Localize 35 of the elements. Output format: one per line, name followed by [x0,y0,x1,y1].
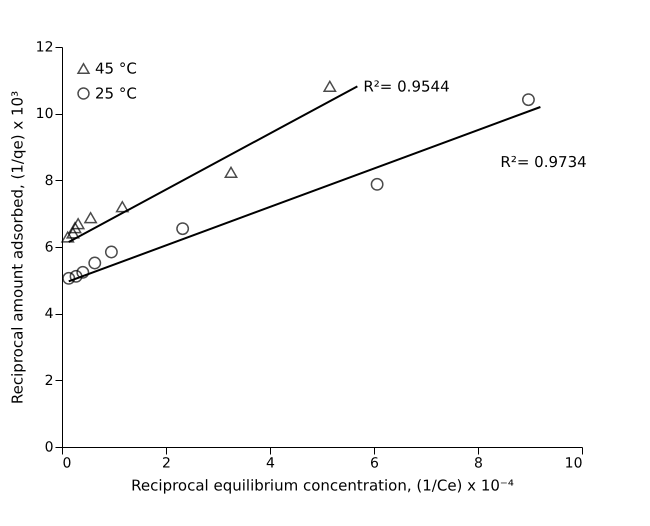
y-axis-title: Reciprocal amount adsorbed, (1/qe) x 10³ [8,90,27,404]
point [104,246,118,258]
y-tick-label: 6 [44,240,54,256]
point [323,80,336,92]
point [522,93,535,106]
y-tick-label: 12 [36,40,54,56]
legend-label: 45 °C [95,60,137,78]
x-tick-label: 0 [62,456,72,472]
x-tick-label: 10 [564,456,582,472]
y-tick-label: 8 [44,172,54,189]
annotation: R²= 0.9544 [363,77,450,96]
x-tick-label: 4 [266,456,276,472]
x-tick-label: 8 [474,456,483,472]
point [66,227,80,239]
y-tick-label: 10 [36,106,54,122]
point [88,256,102,270]
annotation: R²= 0.9734 [500,153,587,171]
point [70,270,82,283]
y-tick-label: 2 [44,372,54,389]
point [72,218,85,230]
y-tick-label: 0 [44,440,54,456]
point [61,231,74,243]
point [76,266,90,279]
legend-label: 25 °C [95,84,137,102]
x-tick-label: 6 [370,456,380,472]
point [68,222,82,234]
point [176,222,190,236]
point [62,272,76,285]
point [116,200,129,212]
y-tick-label: 4 [44,306,54,322]
point [370,178,384,191]
point [84,212,98,224]
point [224,166,238,178]
x-tick-label: 2 [162,456,171,472]
x-axis-title: Reciprocal equilibrium concentration, (1/Ce) x 10⁻⁴ [131,476,514,494]
